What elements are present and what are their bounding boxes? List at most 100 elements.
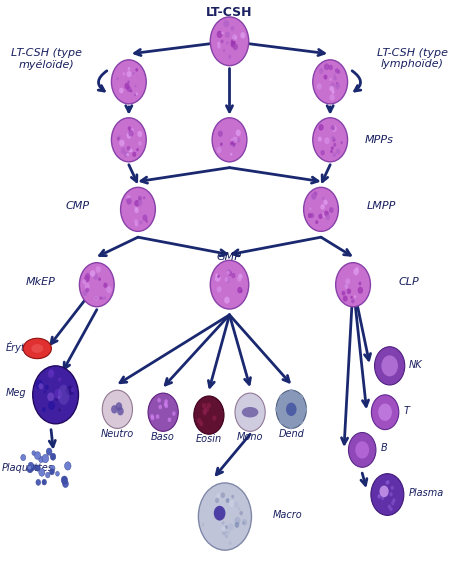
Circle shape bbox=[172, 411, 176, 416]
Text: CMP: CMP bbox=[66, 202, 90, 211]
Circle shape bbox=[30, 464, 35, 471]
Circle shape bbox=[317, 84, 322, 89]
Circle shape bbox=[95, 266, 101, 273]
Circle shape bbox=[325, 202, 328, 204]
Circle shape bbox=[330, 85, 334, 92]
Circle shape bbox=[341, 290, 345, 296]
Circle shape bbox=[345, 278, 350, 285]
Circle shape bbox=[223, 20, 229, 27]
Circle shape bbox=[151, 416, 154, 420]
Circle shape bbox=[90, 270, 95, 277]
Circle shape bbox=[136, 148, 139, 151]
Circle shape bbox=[117, 407, 124, 415]
Circle shape bbox=[28, 465, 32, 470]
Circle shape bbox=[207, 403, 211, 408]
Circle shape bbox=[124, 152, 129, 157]
Circle shape bbox=[210, 260, 249, 309]
Circle shape bbox=[119, 139, 124, 146]
Ellipse shape bbox=[31, 344, 43, 353]
Circle shape bbox=[127, 88, 130, 91]
Circle shape bbox=[127, 132, 132, 139]
Circle shape bbox=[311, 193, 316, 200]
Circle shape bbox=[85, 288, 89, 292]
Circle shape bbox=[130, 89, 132, 92]
Circle shape bbox=[381, 356, 398, 376]
Circle shape bbox=[380, 486, 389, 497]
Circle shape bbox=[130, 128, 134, 134]
Circle shape bbox=[214, 506, 225, 521]
Circle shape bbox=[216, 493, 220, 498]
Circle shape bbox=[102, 390, 133, 428]
Circle shape bbox=[217, 147, 222, 153]
Circle shape bbox=[54, 389, 62, 399]
Text: Neutro: Neutro bbox=[101, 429, 134, 439]
Circle shape bbox=[323, 199, 328, 205]
Circle shape bbox=[121, 148, 126, 154]
Circle shape bbox=[233, 144, 235, 148]
Circle shape bbox=[202, 408, 207, 414]
Circle shape bbox=[275, 407, 280, 412]
Text: NK: NK bbox=[409, 360, 422, 370]
Circle shape bbox=[231, 140, 236, 145]
Circle shape bbox=[214, 275, 218, 279]
Circle shape bbox=[350, 296, 353, 299]
Circle shape bbox=[228, 270, 232, 276]
Circle shape bbox=[42, 407, 46, 412]
Circle shape bbox=[140, 220, 143, 224]
Circle shape bbox=[332, 125, 337, 132]
Circle shape bbox=[315, 220, 318, 224]
Circle shape bbox=[235, 517, 241, 525]
Circle shape bbox=[333, 143, 336, 147]
Circle shape bbox=[61, 476, 67, 484]
Circle shape bbox=[378, 404, 392, 421]
Circle shape bbox=[218, 42, 220, 45]
Circle shape bbox=[228, 55, 231, 59]
Circle shape bbox=[66, 385, 74, 395]
Circle shape bbox=[343, 295, 348, 302]
Circle shape bbox=[49, 369, 54, 376]
Ellipse shape bbox=[23, 338, 51, 358]
Circle shape bbox=[227, 269, 230, 273]
Circle shape bbox=[319, 85, 321, 89]
Circle shape bbox=[351, 299, 355, 303]
Circle shape bbox=[55, 398, 58, 401]
Circle shape bbox=[289, 389, 294, 395]
Circle shape bbox=[202, 403, 206, 408]
Circle shape bbox=[348, 432, 376, 467]
Circle shape bbox=[331, 125, 335, 131]
Circle shape bbox=[69, 389, 74, 395]
Text: Eosin: Eosin bbox=[196, 434, 222, 444]
Circle shape bbox=[126, 153, 129, 157]
Circle shape bbox=[335, 68, 339, 73]
Ellipse shape bbox=[58, 385, 69, 405]
Circle shape bbox=[126, 198, 129, 201]
Circle shape bbox=[85, 283, 90, 289]
Circle shape bbox=[218, 147, 220, 151]
Circle shape bbox=[129, 132, 132, 135]
Circle shape bbox=[138, 141, 142, 146]
Circle shape bbox=[381, 496, 384, 500]
Circle shape bbox=[35, 379, 43, 389]
Circle shape bbox=[336, 263, 370, 307]
Circle shape bbox=[304, 187, 338, 231]
Circle shape bbox=[353, 268, 359, 275]
Circle shape bbox=[329, 207, 334, 213]
Text: Meg: Meg bbox=[5, 388, 26, 398]
Circle shape bbox=[329, 78, 332, 81]
Circle shape bbox=[116, 402, 122, 411]
Circle shape bbox=[221, 31, 224, 34]
Circle shape bbox=[234, 502, 238, 508]
Circle shape bbox=[330, 150, 333, 153]
Circle shape bbox=[138, 196, 142, 200]
Circle shape bbox=[223, 49, 225, 52]
Circle shape bbox=[33, 366, 78, 424]
Circle shape bbox=[227, 271, 230, 275]
Circle shape bbox=[221, 40, 224, 43]
Text: Plaquettes: Plaquettes bbox=[2, 464, 54, 474]
Circle shape bbox=[128, 66, 131, 70]
Circle shape bbox=[226, 41, 229, 45]
Circle shape bbox=[229, 500, 235, 507]
Circle shape bbox=[134, 208, 139, 213]
Circle shape bbox=[236, 138, 241, 143]
Circle shape bbox=[124, 83, 129, 89]
